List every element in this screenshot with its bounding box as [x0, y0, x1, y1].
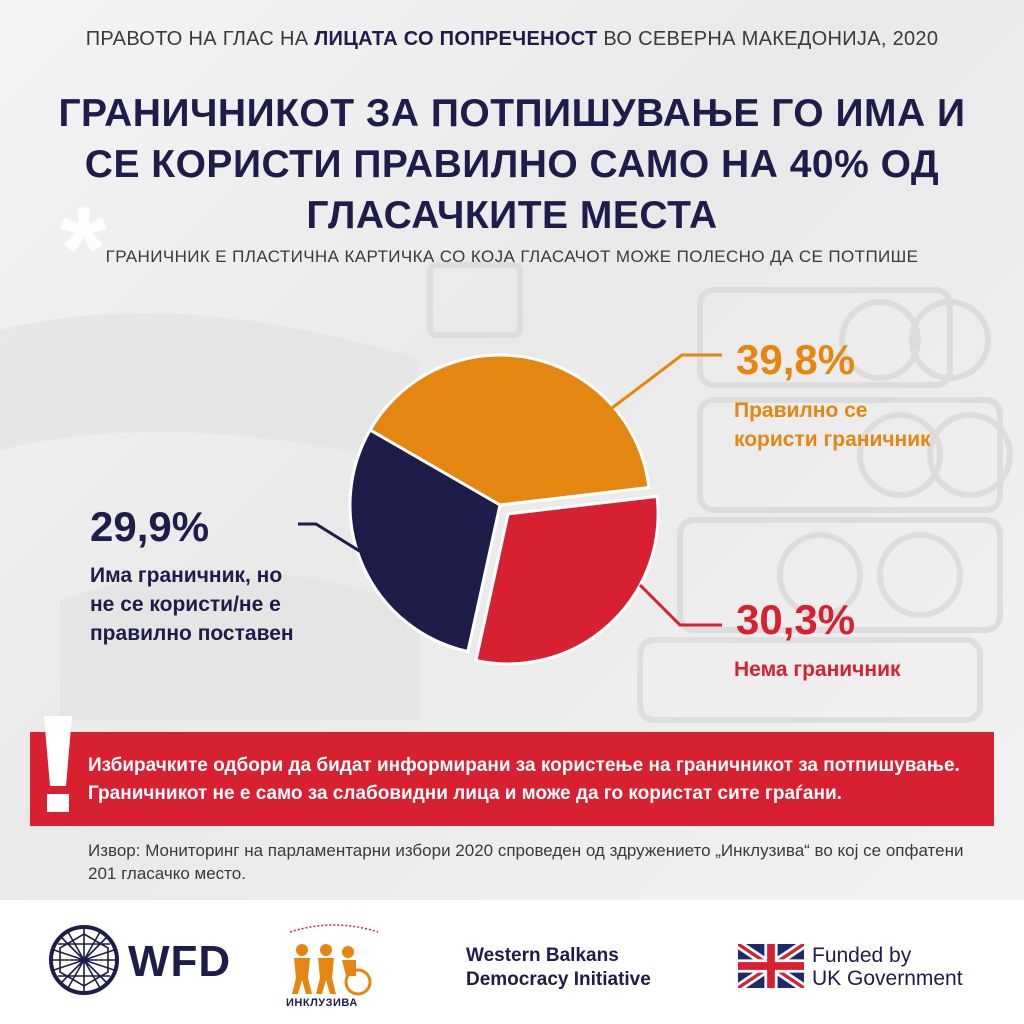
- source-note: Извор: Мониторинг на парламентарни избор…: [88, 841, 964, 883]
- footer-logos: [0, 900, 1024, 1024]
- pie-chart: [298, 353, 722, 666]
- leader-line: [611, 353, 722, 410]
- alert-banner: [30, 732, 994, 826]
- headline: ГРАНИЧНИКОТ ЗА ПОТПИШУВАЊЕ ГО ИМА И СЕ К…: [58, 92, 966, 237]
- wbdi-logo-text: Western Balkans Democracy Initiative: [466, 944, 651, 992]
- wbdi-line-2: Democracy Initiative: [466, 969, 651, 990]
- inkluziva-logo-text: ИНКЛУЗИВА: [286, 997, 358, 1009]
- alert-line-2: Граничникот не е само за слабовидни лица…: [88, 783, 842, 804]
- alert-line-1: Избирачките одбори да бидат информирани …: [88, 755, 960, 776]
- slice-category-label: Нема граничник: [734, 655, 900, 684]
- pie-slice: [368, 353, 651, 507]
- slice-category-label: Правилно се користи граничник: [734, 396, 931, 454]
- background-ballot-illustration: *: [0, 182, 1013, 723]
- wbdi-line-1: Western Balkans: [466, 945, 619, 966]
- top-context-line: ПРАВОТО НА ГЛАС НА ЛИЦАТА СО ПОПРЕЧЕНОСТ…: [0, 28, 1024, 51]
- pie-slice: [474, 494, 660, 666]
- slice-label-line: не се користи/не е: [90, 593, 281, 616]
- svg-text:*: *: [60, 182, 107, 316]
- slice-category-label: Има граничник, но не се користи/не е прави…: [90, 561, 294, 648]
- funded-by-text: Funded by UK Government: [812, 944, 963, 990]
- uk-flag-icon: [738, 944, 804, 988]
- slice-label-line: Има граничник, но: [90, 564, 283, 587]
- slice-value-label: 30,3%: [736, 596, 856, 643]
- wfd-logo-text: WFD: [128, 937, 232, 986]
- wfd-globe-icon: [49, 925, 119, 995]
- subheadline: ГРАНИЧНИК Е ПЛАСТИЧНА КАРТИЧКА СО КОЈА Г…: [105, 247, 919, 266]
- leader-line: [298, 522, 375, 562]
- top-line-post: ВО СЕВЕРНА МАКЕДОНИЈА, 2020: [597, 28, 939, 50]
- slice-label-line: правилно поставен: [90, 622, 294, 645]
- slice-label-line: Правилно се: [734, 399, 868, 422]
- alert-message: Избирачките одбори да бидат информирани …: [88, 752, 988, 808]
- funded-line-2: UK Government: [812, 967, 963, 990]
- slice-label-line: користи граничник: [734, 428, 931, 451]
- top-line-bold: ЛИЦАТА СО ПОПРЕЧЕНОСТ: [314, 28, 598, 50]
- pie-slice: [348, 427, 502, 654]
- slice-value-label: 29,9%: [90, 503, 210, 550]
- funded-line-1: Funded by: [812, 944, 912, 967]
- leader-line: [638, 583, 722, 627]
- slice-value-label: 39,8%: [736, 336, 856, 383]
- inkluziva-logo-icon: [289, 924, 379, 996]
- top-line-pre: ПРАВОТО НА ГЛАС НА: [85, 28, 315, 50]
- exclamation-icon: [44, 716, 72, 812]
- slice-label-line: Нема граничник: [734, 658, 901, 681]
